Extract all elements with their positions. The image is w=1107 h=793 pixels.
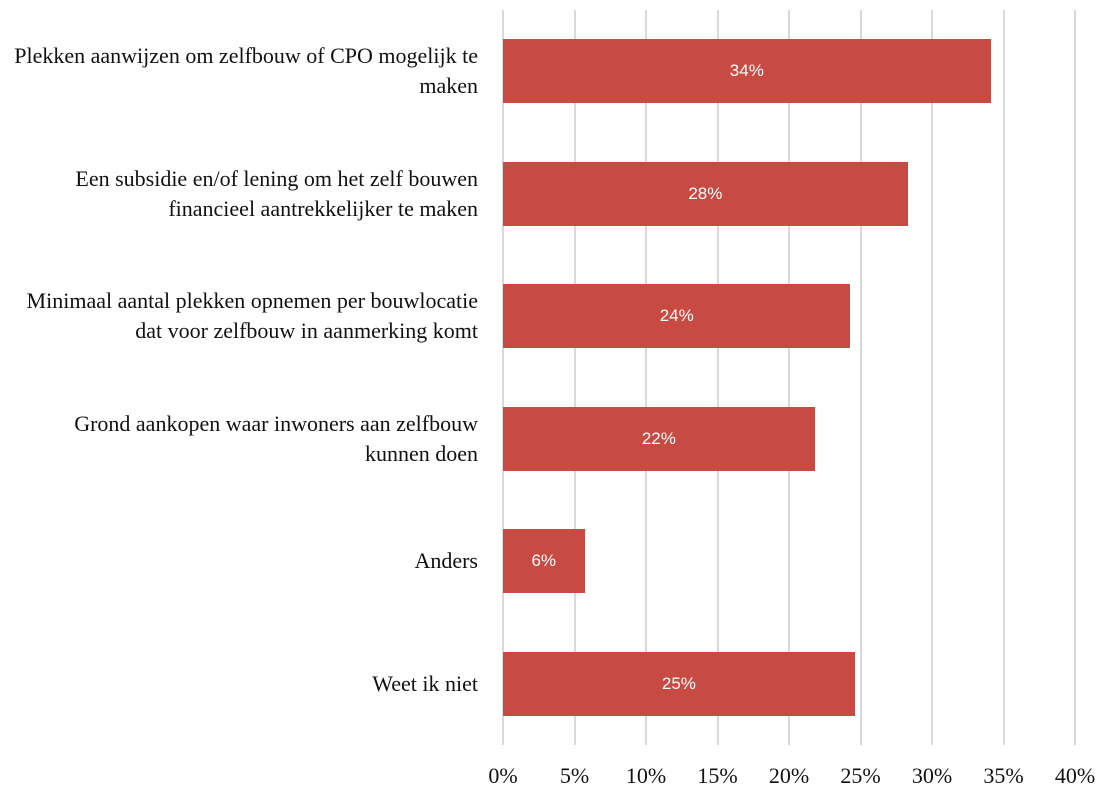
bar (503, 651, 855, 716)
grid-line (859, 10, 862, 745)
category-label: Plekken aanwijzen om zelfbouw of CPO mog… (14, 43, 478, 99)
category-label: Minimaal aantal plekken opnemen per bouw… (26, 288, 478, 344)
grid-line (502, 10, 504, 745)
data-label: 34% (729, 61, 764, 81)
bar (503, 39, 991, 104)
grid-line (788, 10, 790, 745)
category-label: Anders (414, 548, 478, 574)
x-tick-label: 40% (1054, 763, 1096, 788)
x-tick-label: 5% (559, 763, 590, 788)
bar (503, 529, 585, 594)
data-label: 22% (641, 428, 676, 448)
bar (503, 284, 851, 349)
grid-line (1074, 10, 1076, 745)
x-tick-label: 0% (488, 763, 518, 788)
bar (503, 161, 908, 226)
grid-line (931, 10, 933, 745)
data-label: 28% (688, 183, 723, 203)
x-tick-label: 15% (697, 763, 738, 788)
x-tick-label: 20% (768, 763, 810, 788)
grid-line (1002, 10, 1005, 745)
data-label: 24% (659, 306, 694, 326)
x-tick-label: 35% (983, 763, 1024, 788)
grid-line (645, 10, 647, 745)
data-label: 6% (531, 551, 557, 571)
category-label: Grond aankopen waar inwoners aan zelfbou… (74, 410, 478, 466)
x-tick-label: 10% (625, 763, 667, 788)
grid-line (573, 10, 576, 745)
grid-line (716, 10, 719, 745)
data-label: 25% (661, 673, 696, 693)
category-label: Weet ik niet (372, 670, 478, 696)
x-tick-label: 25% (840, 763, 881, 788)
category-label: Een subsidie en/of lening om het zelf bo… (75, 165, 478, 221)
x-tick-label: 30% (911, 763, 953, 788)
bar (503, 406, 815, 471)
